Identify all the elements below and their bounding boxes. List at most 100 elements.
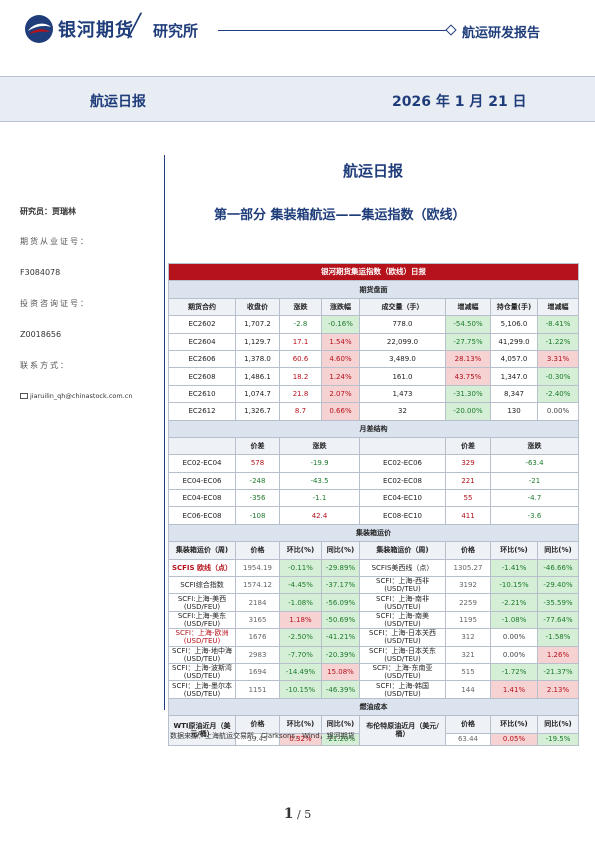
route-mom: 1.18%: [279, 610, 322, 630]
envelope-icon: [20, 393, 28, 399]
column-header: 持仓量(手): [490, 297, 538, 317]
column-header: 环比(%): [490, 715, 538, 734]
column-header: 价格: [445, 715, 491, 734]
main-title: 航运日报: [342, 162, 403, 180]
open-interest: 130: [490, 402, 538, 421]
route-mom: -10.15%: [490, 576, 538, 595]
volume-pct: -31.30%: [445, 384, 491, 404]
column-header: 涨跌幅: [321, 297, 360, 317]
change: 18.2: [279, 367, 322, 386]
route-mom: -1.72%: [490, 662, 538, 682]
freight-row: SCFI：上海-波斯湾 (USD/TEU) 1694 -14.49% 15.08% SC…: [168, 662, 579, 682]
column-header: 价格: [445, 541, 491, 560]
column-header: 集装箱运价（周): [359, 541, 446, 560]
diamond-icon: [445, 24, 457, 36]
table-title-row: 银河期货集运指数（欧线）日报: [168, 262, 579, 282]
route-price: 515: [445, 662, 491, 682]
volume: 778.0: [359, 315, 446, 334]
close-price: 1,074.7: [235, 384, 280, 404]
spread-section-row: 月差结构: [168, 419, 579, 438]
route-price: 1694: [235, 662, 280, 682]
spread-row: EC02-EC04 578 -19.9 EC02-EC06 329 -63.4: [168, 454, 579, 473]
blank: [168, 436, 236, 456]
route-yoy: -20.39%: [321, 645, 360, 664]
fuel-price: 63.44: [445, 732, 491, 746]
spread-row: EC04-EC06 -248 -43.5 EC02-EC08 221 -21: [168, 471, 579, 491]
fuel-mom: 0.32%: [279, 732, 322, 746]
header-slash: ╱: [128, 14, 142, 39]
volume-pct: 28.13%: [445, 349, 491, 369]
route-mom: -1.08%: [490, 610, 538, 630]
route-yoy: -29.40%: [537, 576, 579, 595]
change: 8.7: [279, 402, 322, 421]
route-price: 312: [445, 628, 491, 647]
futures-row: EC2610 1,074.7 21.8 2.07% 1,473 -31.30% 8,347-…: [168, 384, 579, 404]
route-price: 1195: [445, 610, 491, 630]
route-price: 2184: [235, 593, 280, 612]
volume: 1,473: [359, 384, 446, 404]
route-mom: 0.00%: [490, 645, 538, 664]
spread-value: -108: [235, 506, 280, 525]
table-title: 银河期货集运指数（欧线）日报: [168, 262, 579, 282]
change-pct: -0.16%: [321, 315, 360, 334]
route-mom: -0.11%: [279, 558, 322, 578]
column-header: 涨跌: [490, 436, 579, 456]
oi-pct: 3.31%: [537, 349, 579, 369]
close-price: 1,378.0: [235, 349, 280, 369]
freight-row: SCFI综合指数 1574.12 -4.45% -37.17% SCFI：上海-西非 (…: [168, 576, 579, 595]
email-text[interactable]: jiaruilin_qh@chinastock.com.cn: [30, 392, 133, 400]
column-header: 增减幅: [445, 297, 491, 317]
spread-header-row: 价差 涨跌 价差 涨跌: [168, 436, 579, 456]
freight-row: SCFI：上海-墨尔本 (USD/TEU) 1151 -10.15% -46.39% S…: [168, 680, 579, 699]
contract: EC2604: [168, 332, 236, 351]
route-price: 1305.27: [445, 558, 491, 578]
route-mom: 1.41%: [490, 680, 538, 699]
futures-label: 期货盘面: [168, 280, 579, 299]
spread-value: 578: [235, 454, 280, 473]
spread-name: EC02-EC06: [359, 454, 446, 473]
route-mom: -7.70%: [279, 645, 322, 664]
route-price: 144: [445, 680, 491, 699]
close-price: 1,129.7: [235, 332, 280, 351]
route-price: 2259: [445, 593, 491, 612]
contract: EC2606: [168, 349, 236, 369]
change: -2.8: [279, 315, 322, 334]
change: 17.1: [279, 332, 322, 351]
column-header: 收盘价: [235, 297, 280, 317]
column-header: 价格: [235, 541, 280, 560]
route-name: SCFI：上海-南美 (USD/TEU): [359, 610, 446, 630]
spread-name: EC08-EC10: [359, 506, 446, 525]
change: 60.6: [279, 349, 322, 369]
route-name: SCFI：上海-西非 (USD/TEU): [359, 576, 446, 595]
spread-value: 411: [445, 506, 491, 525]
route-mom: -1.41%: [490, 558, 538, 578]
route-yoy: 2.13%: [537, 680, 579, 699]
invest-cert-label: 投资咨询证号：: [20, 299, 90, 308]
page-number: 1 / 5: [0, 806, 595, 822]
route-name: SCFI：上海-欧洲 (USD/TEU): [168, 628, 236, 647]
spread-name: EC02-EC04: [168, 454, 236, 473]
contract: EC2612: [168, 402, 236, 421]
freight-row: SCFI:上海-美东 (USD/FEU) 3165 1.18% -50.69% SCFI…: [168, 610, 579, 630]
volume: 3,489.0: [359, 349, 446, 369]
column-header: 环比(%): [279, 541, 322, 560]
volume-pct: 43.75%: [445, 367, 491, 386]
futures-row: EC2604 1,129.7 17.1 1.54% 22,099.0 -27.75% 41,…: [168, 332, 579, 351]
oi-pct: -2.40%: [537, 384, 579, 404]
futures-header-row: 期货合约 收盘价 涨跌 涨跌幅 成交量（手） 增减幅 持仓量(手) 增减幅: [168, 297, 579, 317]
spread-name: EC04-EC06: [168, 471, 236, 491]
galaxy-logo-icon: [25, 15, 53, 43]
fuel-name: WTI原油近月（美元/桶）: [168, 715, 236, 746]
change: 21.8: [279, 384, 322, 404]
page-current: 1: [283, 806, 294, 822]
spread-value: 329: [445, 454, 491, 473]
route-yoy: -56.09%: [321, 593, 360, 612]
route-price: 1574.12: [235, 576, 280, 595]
contract: EC2608: [168, 367, 236, 386]
page-header: 银河期货 ╱ 研究所 航运研发报告: [0, 0, 595, 60]
contact-email[interactable]: jiaruilin_qh@chinastock.com.cn: [20, 392, 132, 400]
route-yoy: -46.66%: [537, 558, 579, 578]
spread-change: -4.7: [490, 489, 579, 508]
volume: 22,099.0: [359, 332, 446, 351]
header-divider: [218, 30, 450, 31]
